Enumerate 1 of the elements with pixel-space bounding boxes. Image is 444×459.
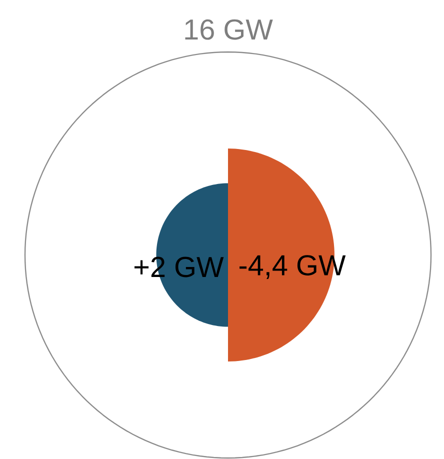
data-label: 16 GW xyxy=(185,19,273,40)
